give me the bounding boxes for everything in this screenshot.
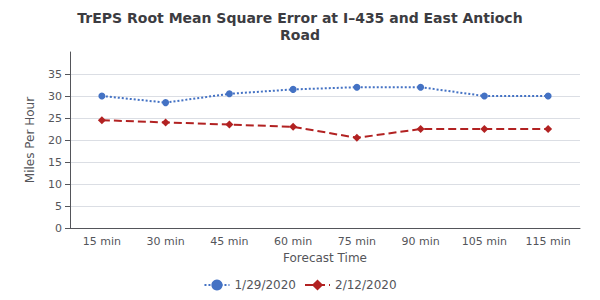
svg-text:TrEPS Root Mean Square Error a: TrEPS Root Mean Square Error at I–435 an… — [77, 10, 522, 26]
svg-text:30: 30 — [48, 90, 62, 103]
svg-text:105 min: 105 min — [462, 235, 507, 248]
svg-text:0: 0 — [55, 222, 62, 235]
svg-text:10: 10 — [48, 178, 62, 191]
svg-text:45 min: 45 min — [210, 235, 248, 248]
svg-text:115 min: 115 min — [526, 235, 571, 248]
svg-text:5: 5 — [55, 200, 62, 213]
svg-text:15: 15 — [48, 156, 62, 169]
svg-text:20: 20 — [48, 134, 62, 147]
svg-text:35: 35 — [48, 68, 62, 81]
svg-text:Road: Road — [280, 27, 320, 43]
svg-text:2/12/2020: 2/12/2020 — [335, 278, 397, 292]
svg-text:15 min: 15 min — [83, 235, 121, 248]
svg-text:90 min: 90 min — [402, 235, 440, 248]
svg-text:Forecast Time: Forecast Time — [283, 251, 367, 265]
svg-text:60 min: 60 min — [274, 235, 312, 248]
svg-text:1/29/2020: 1/29/2020 — [234, 278, 296, 292]
svg-text:Miles Per Hour: Miles Per Hour — [23, 97, 37, 183]
svg-text:25: 25 — [48, 112, 62, 125]
svg-text:30 min: 30 min — [147, 235, 185, 248]
svg-text:75 min: 75 min — [338, 235, 376, 248]
